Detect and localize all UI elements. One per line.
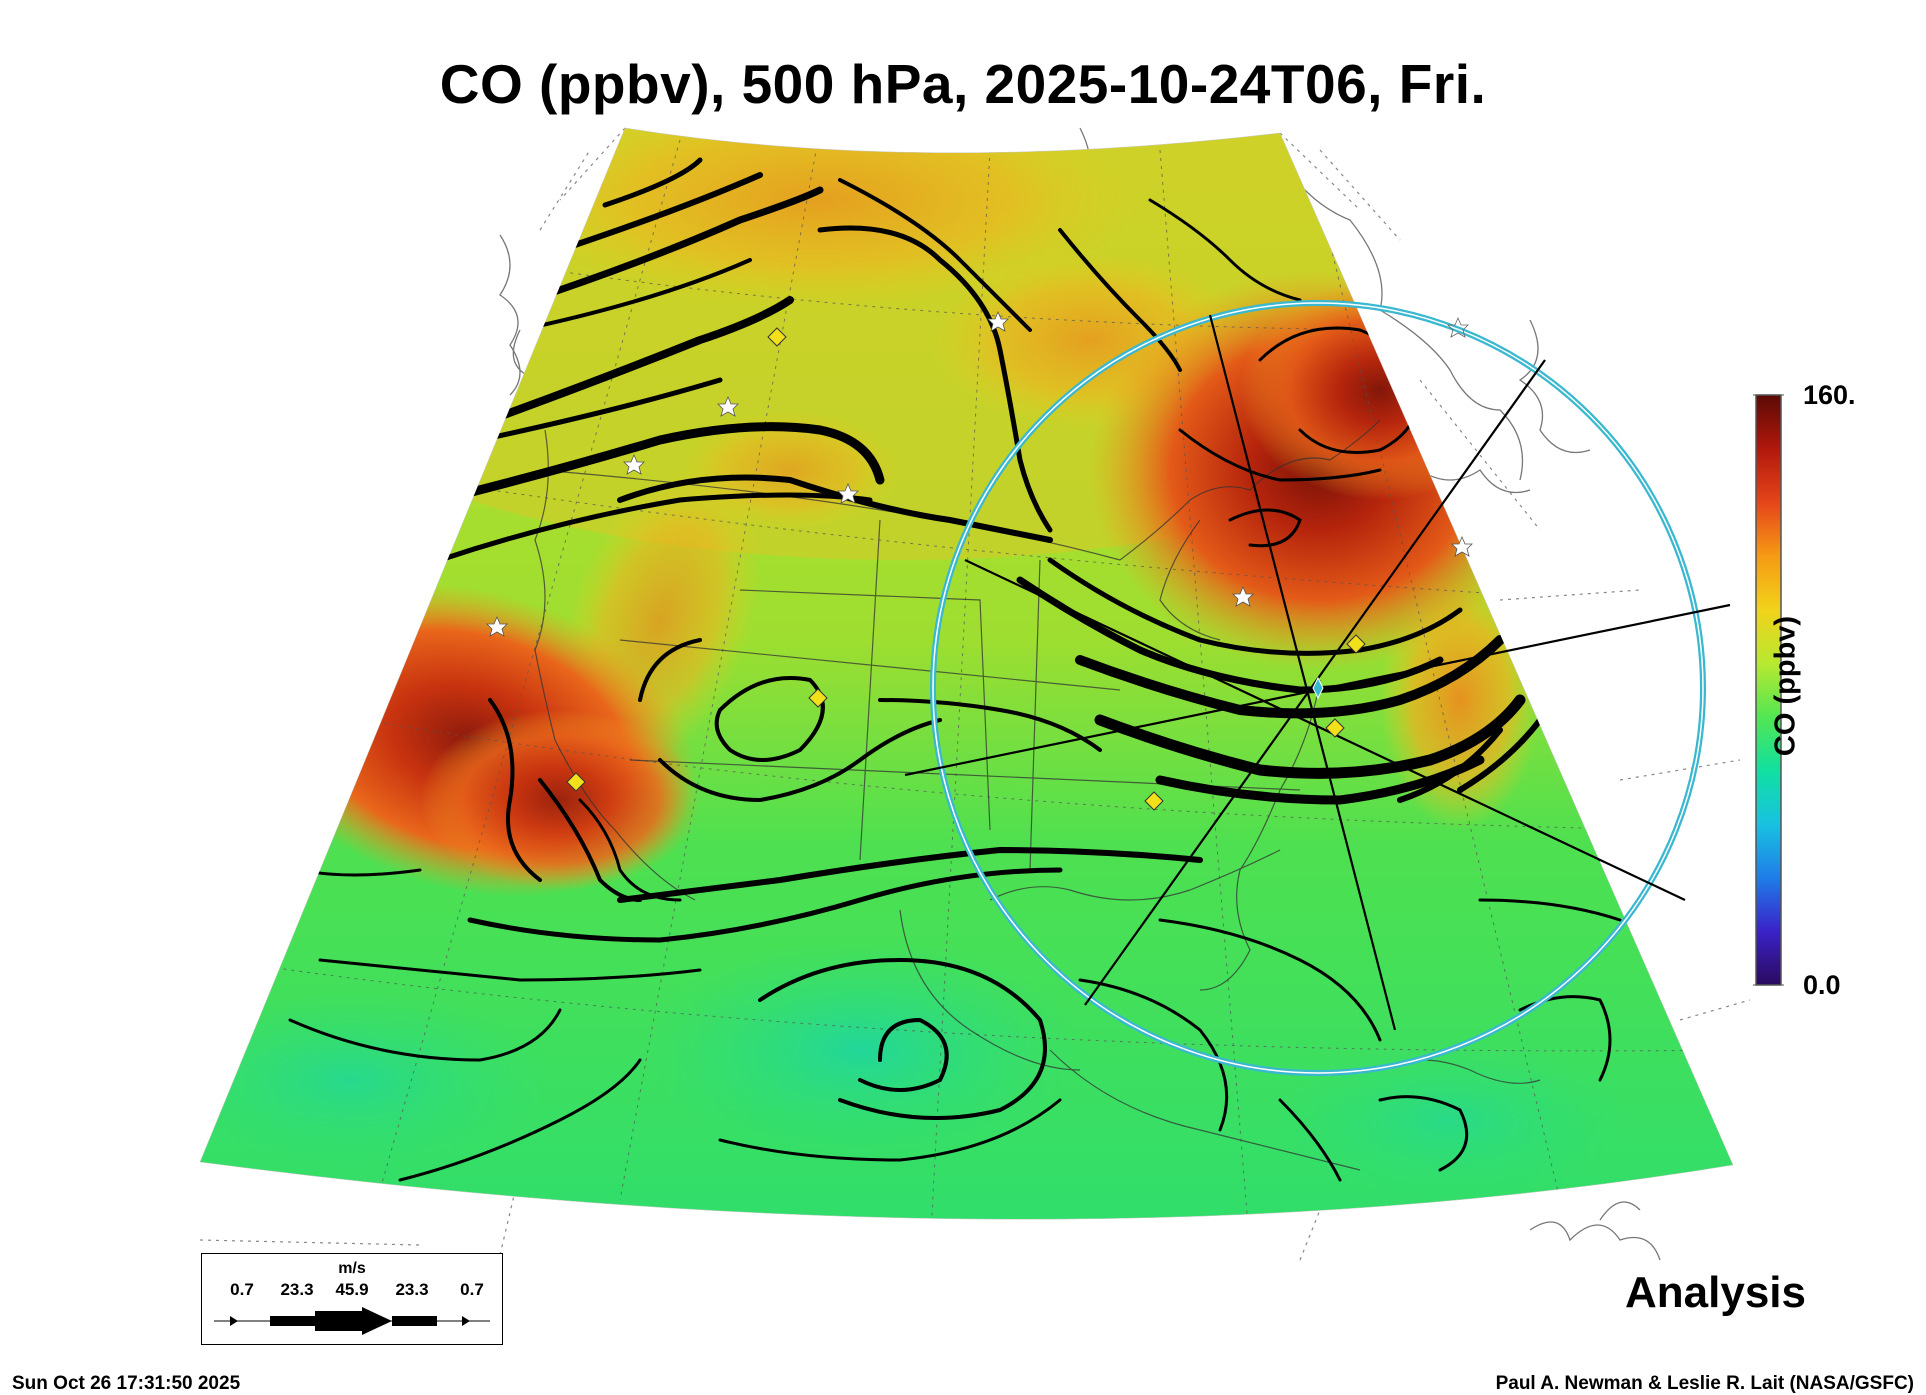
yellow-diamond-icon: [767, 327, 787, 347]
colorbar-title-text: CO (ppbv): [1769, 615, 1802, 757]
wind-legend-value: 45.9: [335, 1280, 369, 1299]
white-star-icon: [1447, 316, 1469, 338]
yellow-diamond-icon: [808, 688, 828, 708]
range-circle: [930, 300, 1706, 1076]
center-marker-icon: [1312, 676, 1324, 700]
colorbar-max-label: 160.: [1803, 380, 1856, 410]
white-star-icon: [486, 615, 508, 637]
yellow-diamond-icon: [1325, 718, 1345, 738]
wind-legend-arrows: [214, 1307, 490, 1335]
white-star-icon: [987, 310, 1009, 332]
white-star-icon: [623, 453, 645, 475]
map-domain-outline: [199, 127, 1734, 1220]
timestamp: Sun Oct 26 17:31:50 2025: [12, 1373, 241, 1394]
credit: Paul A. Newman & Leslie R. Lait (NASA/GS…: [1495, 1373, 1914, 1394]
white-star-icon: [1232, 585, 1254, 607]
page-title: CO (ppbv), 500 hPa, 2025-10-24T06, Fri.: [439, 53, 1487, 115]
site-diamonds: [566, 327, 1366, 811]
wind-legend-value: 23.3: [395, 1280, 429, 1299]
colorbar: [1753, 394, 1784, 986]
wind-legend-value: 23.3: [280, 1280, 314, 1299]
wind-legend-unit: m/s: [338, 1260, 366, 1277]
yellow-diamond-icon: [1346, 634, 1366, 654]
analysis-label: Analysis: [1625, 1268, 1806, 1317]
wind-legend: m/s 0.7 23.3 45.9 23.3 0.7: [201, 1253, 503, 1345]
white-star-icon: [717, 395, 739, 417]
white-star-icon: [837, 482, 859, 504]
wind-legend-value: 0.7: [460, 1280, 484, 1299]
station-stars: [486, 310, 1473, 637]
yellow-diamond-icon: [1144, 791, 1164, 811]
wind-legend-value: 0.7: [230, 1280, 254, 1299]
white-star-icon: [1451, 535, 1473, 557]
colorbar-min-label: 0.0: [1803, 970, 1841, 1000]
yellow-diamond-icon: [566, 772, 586, 792]
